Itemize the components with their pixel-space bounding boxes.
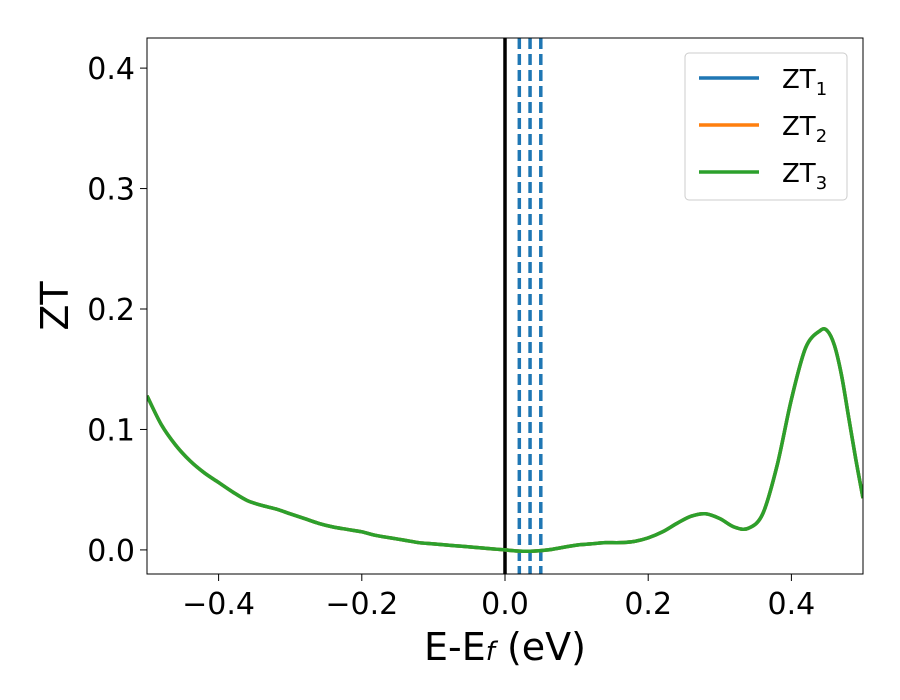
x-axis-title: E-Ef (eV) — [424, 625, 586, 669]
y-tick-label: 0.1 — [87, 413, 135, 448]
y-axis: 0.0 0.1 0.2 0.3 0.4 — [87, 52, 147, 569]
y-tick-label: 0.3 — [87, 173, 135, 208]
legend-label-zt2: ZT2 — [782, 112, 827, 147]
legend-box — [684, 52, 848, 201]
y-tick-label: 0.0 — [87, 534, 135, 569]
y-tick-label: 0.2 — [87, 293, 135, 328]
reference-lines — [503, 38, 543, 574]
x-axis: −0.4 −0.2 0.0 0.2 0.4 — [182, 574, 815, 622]
x-tick-label: 0.4 — [768, 587, 816, 622]
x-tick-label: 0.0 — [481, 587, 529, 622]
x-tick-label: −0.2 — [325, 587, 398, 622]
legend-label-zt3: ZT3 — [782, 159, 827, 194]
legend-label-zt1: ZT1 — [782, 65, 827, 100]
x-tick-label: −0.4 — [182, 587, 255, 622]
x-tick-label: 0.2 — [624, 587, 672, 622]
series-layer — [147, 326, 863, 554]
legend: ZT1 ZT2 ZT3 — [684, 52, 848, 201]
x-axis-title-rest: (eV) — [495, 625, 586, 669]
y-tick-label: 0.4 — [87, 52, 135, 87]
series-line-zt3 — [147, 326, 863, 554]
x-axis-title-main: E-E — [424, 625, 486, 669]
y-axis-title: ZT — [33, 281, 77, 331]
